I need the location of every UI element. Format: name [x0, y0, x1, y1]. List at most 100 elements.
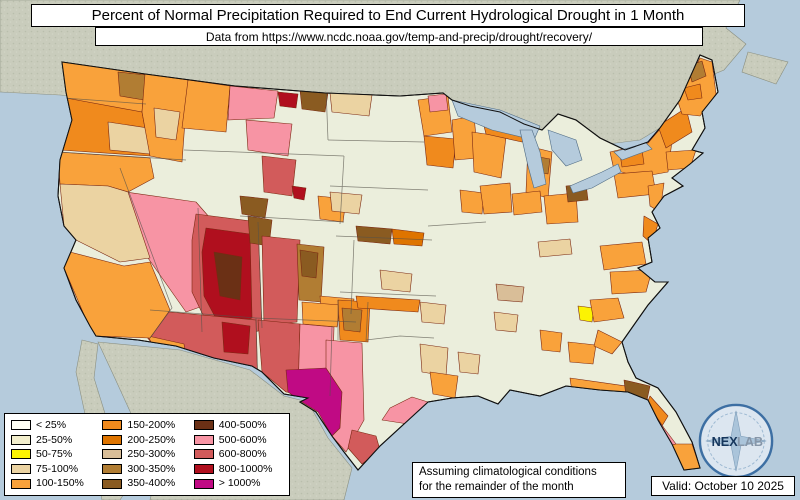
map-region [213, 251, 243, 301]
legend-label: 300-350% [127, 462, 176, 475]
legend-label: < 25% [36, 419, 67, 432]
legend-swatch [102, 464, 123, 475]
map-region [593, 329, 623, 355]
map-region [379, 269, 413, 293]
legend-label: 150-200% [127, 419, 176, 432]
map-region [245, 119, 293, 157]
legend-item: 400-500% [193, 418, 283, 433]
legend-swatch [193, 420, 214, 431]
assumption-note: Assuming climatological conditions for t… [412, 462, 626, 498]
legend-label: 25-50% [36, 433, 73, 446]
legend-label: 600-800% [218, 448, 267, 461]
legend-swatch [193, 478, 214, 489]
state-border-line [339, 155, 345, 225]
legend-item: 600-800% [193, 447, 283, 462]
legend-item: 250-300% [102, 447, 185, 462]
map-region [221, 321, 251, 355]
state-border-line [325, 87, 329, 141]
map-region [261, 155, 297, 197]
map-region [495, 283, 525, 303]
compass-rose-icon [705, 410, 767, 472]
state-border-line [255, 317, 357, 323]
legend-item: > 1000% [193, 476, 283, 491]
legend-swatch [11, 464, 31, 475]
state-border-line [335, 235, 433, 241]
state-border-line [329, 325, 333, 397]
map-region [153, 107, 181, 141]
map-region [493, 311, 519, 333]
state-border-line [365, 301, 369, 343]
legend-item: 200-250% [102, 433, 185, 448]
legend-swatch [102, 449, 123, 460]
map-region [329, 191, 363, 215]
map-region [537, 238, 573, 258]
map-region [261, 235, 301, 327]
state-border-line [365, 335, 435, 341]
legend-item: 350-400% [102, 476, 185, 491]
legend-label: 350-400% [127, 477, 176, 490]
map-region [419, 301, 447, 325]
map-subtitle: Data from https://www.ncdc.noaa.gov/temp… [95, 27, 703, 46]
legend-swatch [11, 420, 31, 431]
legend-swatch [193, 464, 214, 475]
map-region [341, 307, 363, 333]
state-border-line [427, 221, 487, 227]
valid-date-badge: Valid: October 10 2025 [651, 476, 795, 496]
map-region [599, 241, 647, 271]
legend-swatch [11, 478, 31, 489]
legend-swatch [102, 420, 123, 431]
state-border-line [327, 139, 425, 143]
great-lake [569, 163, 622, 194]
legend: < 25% 25-50% 50-75% 75-100% 100-150% 150-200%… [4, 413, 290, 496]
legend-label: 800-1000% [218, 462, 273, 475]
map-region [181, 79, 231, 133]
state-border-line [329, 185, 429, 191]
note-line2: for the remainder of the month [419, 480, 574, 493]
map-region [277, 91, 299, 109]
great-lake [547, 129, 583, 167]
state-border-line [339, 291, 437, 297]
legend-label: 500-600% [218, 433, 267, 446]
map-region [683, 83, 703, 101]
nexlab-logo: NEX LAB [698, 403, 774, 479]
legend-item: 800-1000% [193, 462, 283, 477]
map-region [227, 85, 279, 121]
map-region [301, 301, 341, 328]
map-region [471, 131, 507, 179]
state-border-line [257, 221, 263, 329]
us-coastline [57, 54, 719, 471]
legend-item: 50-75% [11, 447, 94, 462]
state-border-line [149, 309, 257, 319]
legend-swatch [193, 449, 214, 460]
state-borders-layer [58, 87, 487, 397]
state-border-line [183, 149, 345, 157]
map-region [299, 249, 319, 279]
map-region [239, 195, 269, 219]
legend-item: 25-50% [11, 433, 94, 448]
map-region [567, 341, 597, 365]
map-region [355, 225, 393, 245]
logo-text-lab: LAB [737, 435, 763, 449]
map-region [459, 189, 485, 215]
legend-label: 200-250% [127, 433, 176, 446]
legend-label: 100-150% [36, 477, 84, 490]
legend-item: 500-600% [193, 433, 283, 448]
legend-swatch [11, 449, 31, 460]
state-border-line [239, 215, 345, 223]
map-region [329, 92, 373, 117]
map-region [419, 343, 449, 377]
legend-label: > 1000% [218, 477, 261, 490]
map-region [657, 107, 693, 149]
great-lake [519, 129, 547, 189]
map-region [427, 93, 449, 113]
state-border-line [119, 167, 173, 339]
legend-swatch [102, 434, 123, 445]
map-region [479, 182, 513, 215]
legend-swatch [193, 434, 214, 445]
map-region [381, 396, 429, 425]
legend-item: < 25% [11, 418, 94, 433]
legend-swatch [102, 478, 123, 489]
map-region [291, 185, 307, 201]
map-region [355, 295, 421, 313]
